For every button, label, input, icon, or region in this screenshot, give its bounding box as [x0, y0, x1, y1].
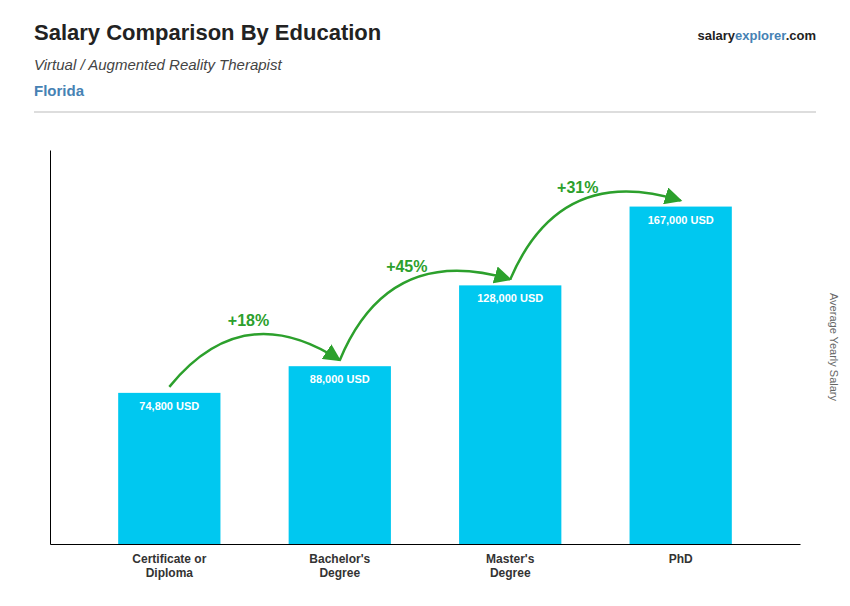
y-axis [50, 151, 51, 545]
arc-arrow [340, 271, 510, 360]
plot: Certificate orDiplomaBachelor'sDegreeMas… [51, 151, 801, 580]
bar [630, 207, 732, 544]
x-tick-label-line: Bachelor's [309, 552, 370, 566]
arc-arrow [169, 334, 339, 387]
arrows: +18% +45% +31% [169, 179, 680, 387]
brand-part: .com [786, 28, 816, 43]
pct-label: +31% [557, 179, 598, 196]
x-tick-label: PhD [669, 552, 693, 566]
y-axis-line [50, 151, 51, 545]
x-tick-label: Certificate orDiploma [132, 552, 206, 580]
arc-arrow [510, 192, 680, 280]
x-axis-line [51, 544, 801, 545]
x-tick: Certificate orDiploma [132, 544, 206, 580]
y-axis-title: Average Yearly Salary [828, 293, 840, 402]
bars [118, 207, 732, 544]
brand-part: explorer [735, 28, 786, 43]
x-tick: Master'sDegree [486, 544, 535, 580]
data-label: 128,000 USD [477, 292, 543, 304]
x-tick: Bachelor'sDegree [309, 544, 370, 580]
x-tick-label: Bachelor'sDegree [309, 552, 370, 580]
x-tick-label-line: Degree [490, 566, 531, 580]
pct-label: +18% [228, 312, 269, 329]
x-tick-label-line: PhD [669, 552, 693, 566]
bar [459, 285, 561, 544]
data-label: 74,800 USD [139, 400, 199, 412]
pct-label: +45% [386, 258, 427, 275]
x-axis: Certificate orDiplomaBachelor'sDegreeMas… [51, 544, 801, 580]
bar [289, 366, 391, 544]
x-tick-label-line: Diploma [146, 566, 194, 580]
x-tick-label: Master'sDegree [486, 552, 535, 580]
title: Salary Comparison By Education [34, 20, 381, 45]
x-tick-label-line: Master's [486, 552, 535, 566]
data-label: 88,000 USD [310, 373, 370, 385]
location: Florida [34, 82, 85, 99]
brand-part: salary [697, 28, 735, 43]
bar [118, 393, 220, 544]
header: Salary Comparison By Education Virtual / … [34, 20, 816, 112]
subtitle: Virtual / Augmented Reality Therapist [34, 56, 282, 73]
chart-container: Salary Comparison By Education Virtual / … [0, 0, 850, 606]
x-tick-label-line: Degree [319, 566, 360, 580]
data-labels: 74,800 USD 88,000 USD 128,000 USD 167,000 U… [139, 214, 713, 412]
x-tick: PhD [669, 544, 693, 566]
data-label: 167,000 USD [648, 214, 714, 226]
brand: salaryexplorer.com [697, 28, 816, 43]
x-tick-label-line: Certificate or [132, 552, 206, 566]
chart-svg: Salary Comparison By Education Virtual / … [0, 0, 850, 606]
header-rule [34, 112, 816, 113]
